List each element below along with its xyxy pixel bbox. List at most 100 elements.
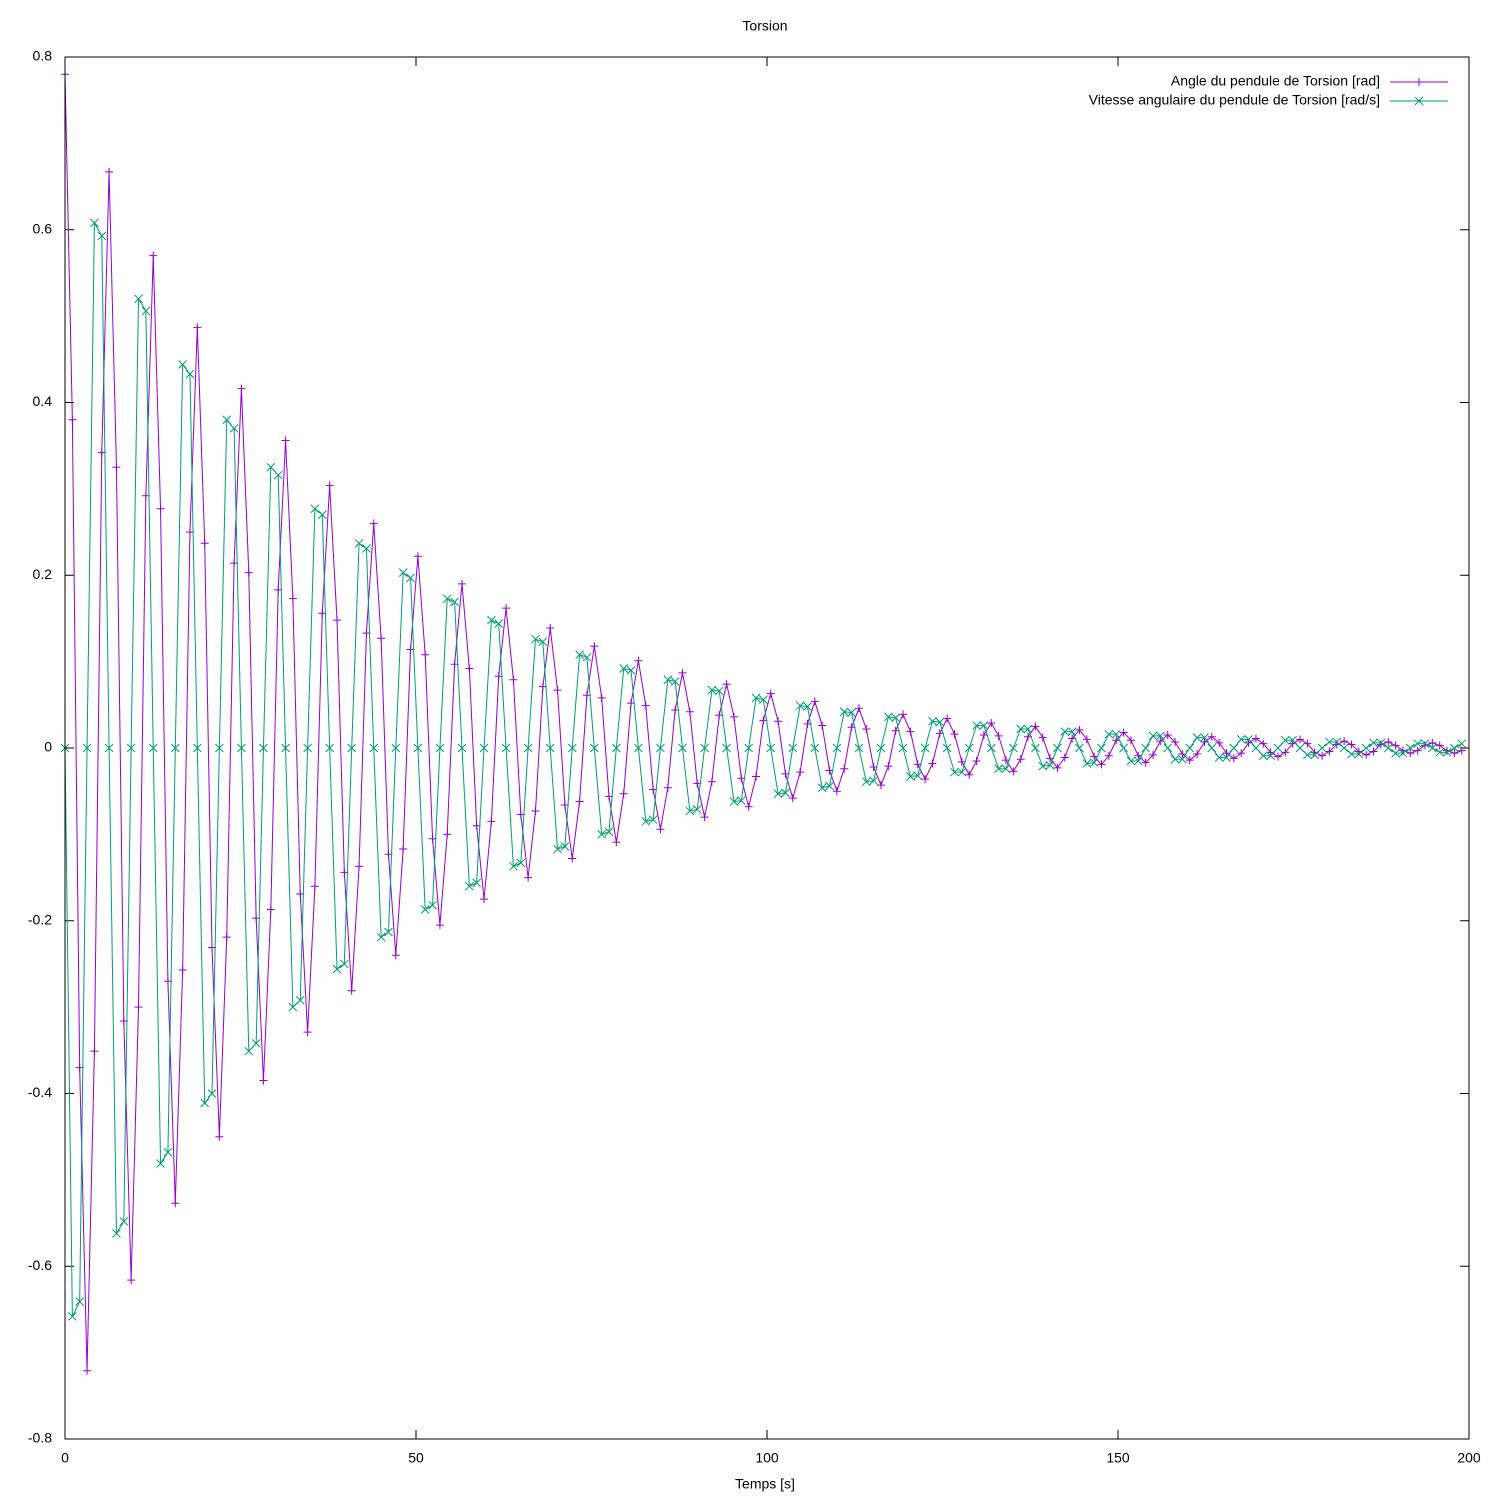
data-point <box>862 724 871 733</box>
data-point <box>1384 737 1393 746</box>
data-point <box>178 360 188 369</box>
data-point <box>391 951 400 960</box>
data-point <box>788 794 797 803</box>
data-point <box>987 718 996 727</box>
data-point <box>994 731 1003 740</box>
data-point <box>663 675 673 685</box>
data-point <box>442 594 452 603</box>
data-point <box>237 384 246 393</box>
data-point <box>575 797 584 806</box>
data-point <box>685 806 695 816</box>
data-point <box>465 664 474 673</box>
data-point <box>752 772 761 781</box>
data-point <box>1060 753 1069 762</box>
data-point <box>589 743 599 753</box>
data-point <box>832 787 841 796</box>
data-point <box>68 1311 77 1321</box>
data-point <box>215 1132 224 1141</box>
data-point <box>1339 743 1349 753</box>
data-point <box>156 504 165 513</box>
data-point <box>899 710 908 719</box>
data-point <box>237 743 246 753</box>
data-point <box>942 743 952 753</box>
data-point <box>1009 767 1018 776</box>
data-point <box>1016 724 1026 734</box>
legend-marker <box>1414 96 1424 106</box>
data-point <box>1200 733 1209 742</box>
data-point <box>1413 746 1422 755</box>
data-point <box>1053 763 1062 772</box>
data-point <box>1016 755 1025 764</box>
data-point <box>950 730 959 739</box>
y-tick-label: -0.6 <box>28 1257 52 1273</box>
data-point <box>979 721 989 730</box>
data-point <box>325 743 335 753</box>
data-point <box>1405 743 1415 753</box>
data-point <box>509 861 518 871</box>
data-point <box>1104 751 1113 760</box>
data-point <box>376 932 386 942</box>
data-point <box>1347 749 1356 759</box>
data-point <box>288 1002 298 1012</box>
data-point <box>1023 724 1033 734</box>
data-point <box>413 552 422 561</box>
data-point <box>920 743 930 753</box>
legend-label: Angle du pendule de Torsion [rad] <box>1171 73 1380 89</box>
data-point <box>450 597 459 607</box>
data-point <box>730 712 739 721</box>
data-point <box>758 695 768 704</box>
data-point <box>1273 752 1282 761</box>
data-point <box>457 743 467 753</box>
data-point <box>207 1089 217 1098</box>
data-point <box>766 743 776 753</box>
data-point <box>398 568 408 578</box>
data-point <box>707 777 716 786</box>
data-point <box>1325 737 1334 747</box>
data-point <box>420 905 430 914</box>
data-point <box>943 714 952 723</box>
data-point <box>928 759 937 768</box>
data-point <box>891 713 901 723</box>
data-point <box>369 743 379 753</box>
data-point <box>1060 727 1070 736</box>
data-point <box>1097 743 1106 753</box>
data-point <box>413 743 423 753</box>
data-point <box>325 481 334 490</box>
data-point <box>369 519 378 528</box>
data-point <box>1259 739 1268 748</box>
data-point <box>825 781 834 791</box>
data-point <box>90 218 99 228</box>
data-point <box>568 854 577 863</box>
data-point <box>1354 749 1364 759</box>
data-point <box>171 1199 180 1208</box>
data-point <box>435 921 444 930</box>
data-point <box>1428 738 1437 747</box>
data-point <box>1089 758 1099 768</box>
data-point <box>288 594 297 603</box>
data-point <box>215 743 224 753</box>
data-point <box>678 668 687 677</box>
data-point <box>83 1366 92 1375</box>
data-point <box>1332 737 1342 747</box>
data-point <box>921 775 930 784</box>
data-point <box>553 686 562 695</box>
data-point <box>193 323 202 332</box>
data-point <box>722 680 731 689</box>
data-point <box>134 1003 143 1012</box>
data-point <box>1075 725 1084 734</box>
data-point <box>972 721 981 730</box>
data-point <box>362 544 371 553</box>
data-point <box>251 1039 261 1048</box>
data-point <box>1281 748 1290 757</box>
data-point <box>840 764 849 773</box>
data-point <box>751 693 761 703</box>
data-point <box>545 743 555 753</box>
data-point <box>854 743 864 753</box>
data-point <box>935 717 945 727</box>
data-point <box>744 743 754 753</box>
data-point <box>1163 743 1173 753</box>
data-point <box>913 771 923 780</box>
data-point <box>266 905 275 914</box>
data-point <box>377 634 386 643</box>
data-point <box>332 964 342 974</box>
